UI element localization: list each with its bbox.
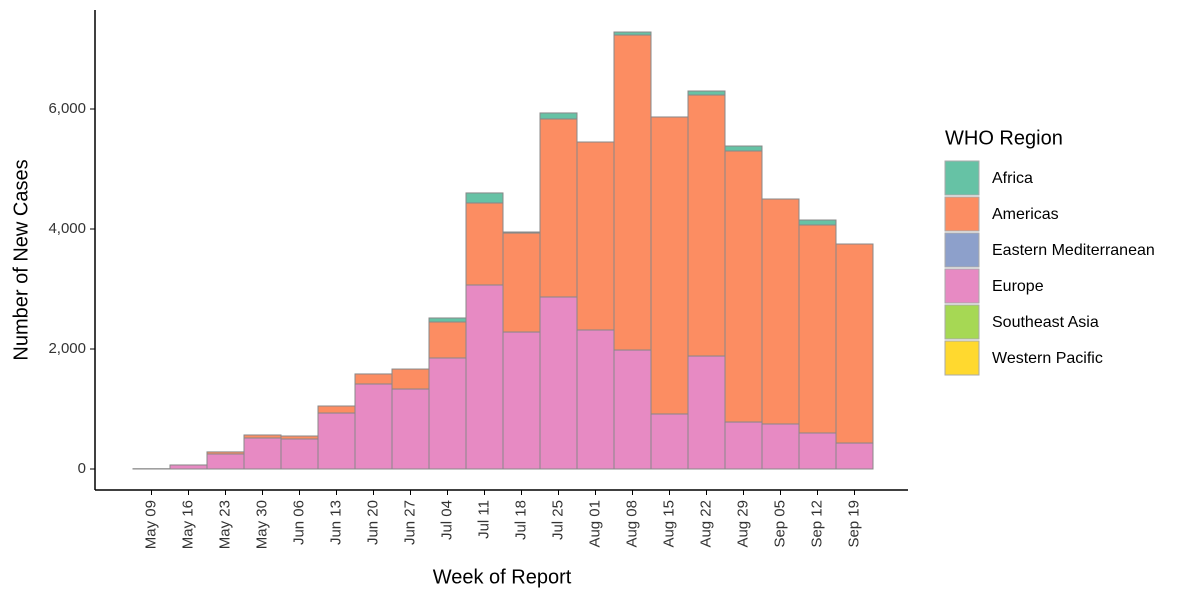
x-tick-label: Jun 27: [401, 500, 418, 545]
legend-key: [944, 340, 980, 376]
bar-segment: [502, 331, 541, 470]
bar-segment: [650, 116, 689, 415]
bar-segment: [243, 437, 282, 470]
bar-segment: [687, 90, 726, 96]
bar-segment: [539, 296, 578, 470]
bar-segment: [243, 434, 282, 439]
bar-segment: [206, 453, 245, 470]
bar-segment: [502, 231, 541, 234]
y-axis-title: Number of New Cases: [10, 159, 32, 360]
bar-segment: [539, 112, 578, 120]
x-tick-label: Sep 19: [845, 500, 862, 548]
y-tick-label: 6,000: [48, 100, 86, 117]
x-tick-label: Aug 15: [660, 500, 677, 548]
legend-key: [944, 268, 980, 304]
bar-segment: [465, 202, 504, 286]
x-tick-label: Aug 29: [734, 500, 751, 548]
x-tick-label: Aug 22: [697, 500, 714, 548]
y-tick-label: 4,000: [48, 220, 86, 237]
legend-label: Africa: [992, 170, 1033, 187]
bar-segment: [761, 423, 800, 470]
x-tick-label: Jul 04: [438, 500, 455, 540]
bar-segment: [317, 405, 356, 414]
bar-segment: [354, 373, 393, 385]
x-tick-label: Jun 06: [290, 500, 307, 545]
x-tick-label: May 23: [216, 500, 233, 549]
x-tick-label: Aug 01: [586, 500, 603, 548]
bar-segment: [650, 413, 689, 470]
bar-segment: [206, 451, 245, 455]
bar-segment: [613, 31, 652, 36]
bar-segment: [835, 442, 874, 470]
x-tick-label: May 09: [142, 500, 159, 549]
bar-segment: [613, 34, 652, 351]
y-tick-label: 0: [78, 460, 86, 477]
x-tick-label: Jul 11: [475, 500, 492, 539]
x-axis-title: Week of Report: [433, 566, 572, 588]
bar-segment: [576, 329, 615, 470]
legend-label: Americas: [992, 206, 1059, 223]
bar-segment: [835, 243, 874, 444]
x-tick-label: May 16: [179, 500, 196, 549]
bar-segment: [428, 317, 467, 323]
bar-segment: [798, 432, 837, 470]
legend-label: Europe: [992, 278, 1044, 295]
bar-segment: [280, 438, 319, 470]
legend-label: Eastern Mediterranean: [992, 242, 1155, 259]
x-tick-label: Jul 25: [549, 500, 566, 540]
x-tick-label: Aug 08: [623, 500, 640, 548]
bar-segment: [687, 355, 726, 470]
bar-segment: [169, 464, 208, 470]
legend-label: Southeast Asia: [992, 314, 1099, 331]
bar-segment: [354, 383, 393, 470]
legend-title: WHO Region: [945, 127, 1063, 149]
bar-segment: [576, 141, 615, 331]
legend-key: [944, 196, 980, 232]
legend-label: Western Pacific: [992, 350, 1103, 367]
bar-segment: [465, 192, 504, 204]
bar-segment: [724, 421, 763, 470]
bar-segment: [465, 284, 504, 470]
bar-segment: [280, 435, 319, 440]
bar-segment: [687, 94, 726, 357]
bar-segment: [613, 349, 652, 470]
bar-segment: [761, 198, 800, 425]
x-tick-label: Sep 05: [771, 500, 788, 548]
bar-segment: [502, 232, 541, 333]
bar-segment: [798, 219, 837, 226]
x-tick-label: Jun 13: [327, 500, 344, 545]
bar-segment: [798, 224, 837, 434]
bar-segment: [428, 357, 467, 470]
x-tick-label: Jul 18: [512, 500, 529, 540]
x-tick-label: Jun 20: [364, 500, 381, 545]
bar-segment: [391, 388, 430, 470]
bar-segment: [539, 118, 578, 298]
legend-key: [944, 160, 980, 196]
x-tick-label: Sep 12: [808, 500, 825, 548]
bar-segment: [724, 150, 763, 423]
bar-segment: [317, 412, 356, 470]
x-tick-label: May 30: [253, 500, 270, 549]
bar-segment: [724, 145, 763, 152]
y-tick-label: 2,000: [48, 340, 86, 357]
legend-key: [944, 232, 980, 268]
bar-segment: [391, 368, 430, 390]
legend-key: [944, 304, 980, 340]
bar-segment: [428, 321, 467, 359]
